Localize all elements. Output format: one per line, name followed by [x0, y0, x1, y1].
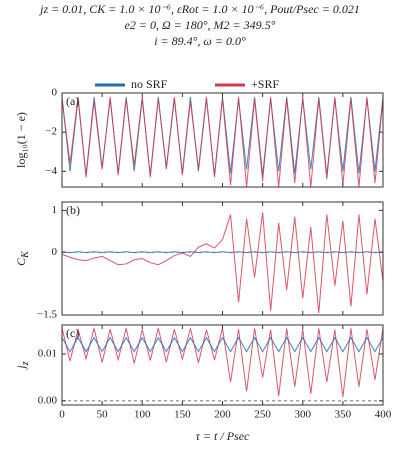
y-axis-label: CK — [14, 250, 32, 266]
x-tick-label: 0 — [59, 409, 65, 421]
y-axis-label-main: j — [14, 365, 28, 371]
y-axis-label-main: C — [14, 257, 28, 266]
y-axis-label: log₁₀(1 − e) — [14, 112, 28, 168]
legend-label: +SRF — [251, 77, 279, 91]
series-line — [62, 96, 383, 176]
legend-label: no SRF — [131, 77, 168, 91]
x-tick-label: 400 — [375, 409, 392, 421]
x-tick-label: 100 — [134, 409, 151, 421]
panel-label: (b) — [66, 203, 80, 217]
frame — [61, 201, 384, 316]
x-axis-label: τ = t / Psec — [196, 429, 250, 443]
frame — [61, 92, 384, 188]
series-line — [62, 96, 383, 187]
x-tick-label: 50 — [97, 409, 109, 421]
x-tick-label: 300 — [295, 409, 312, 421]
y-tick-label: 0 — [52, 87, 58, 99]
panel-label: (c) — [66, 326, 79, 340]
x-tick-label: 200 — [214, 409, 231, 421]
x-tick-label: 150 — [174, 409, 191, 421]
x-tick-label: 250 — [254, 409, 271, 421]
series-line — [62, 336, 383, 353]
series-line — [62, 212, 383, 313]
y-axis-label-sub: z — [20, 361, 31, 366]
y-tick-label: 0.01 — [38, 348, 57, 360]
y-tick-label: 0.00 — [38, 394, 58, 406]
panel-label: (a) — [66, 94, 79, 108]
y-tick-label: 1 — [52, 204, 58, 216]
header-line: jz = 0.01, CK = 1.0 × 10⁻⁶, εRot = 1.0 ×… — [38, 2, 360, 16]
y-tick-label: −2 — [45, 126, 57, 138]
header-line: i = 89.4°, ω = 0.0° — [154, 34, 246, 48]
y-tick-label: −1.5 — [37, 309, 57, 321]
y-tick-label: −4 — [45, 165, 57, 177]
y-axis-label-main: log₁₀(1 − e) — [14, 112, 28, 168]
x-tick-label: 350 — [335, 409, 352, 421]
y-axis-label-sub: K — [20, 250, 31, 259]
y-axis-label: jz — [14, 361, 32, 370]
y-tick-label: 0 — [52, 246, 58, 258]
series-line — [62, 251, 383, 254]
header-line: e2 = 0, Ω = 180°, M2 = 349.5° — [125, 18, 276, 32]
